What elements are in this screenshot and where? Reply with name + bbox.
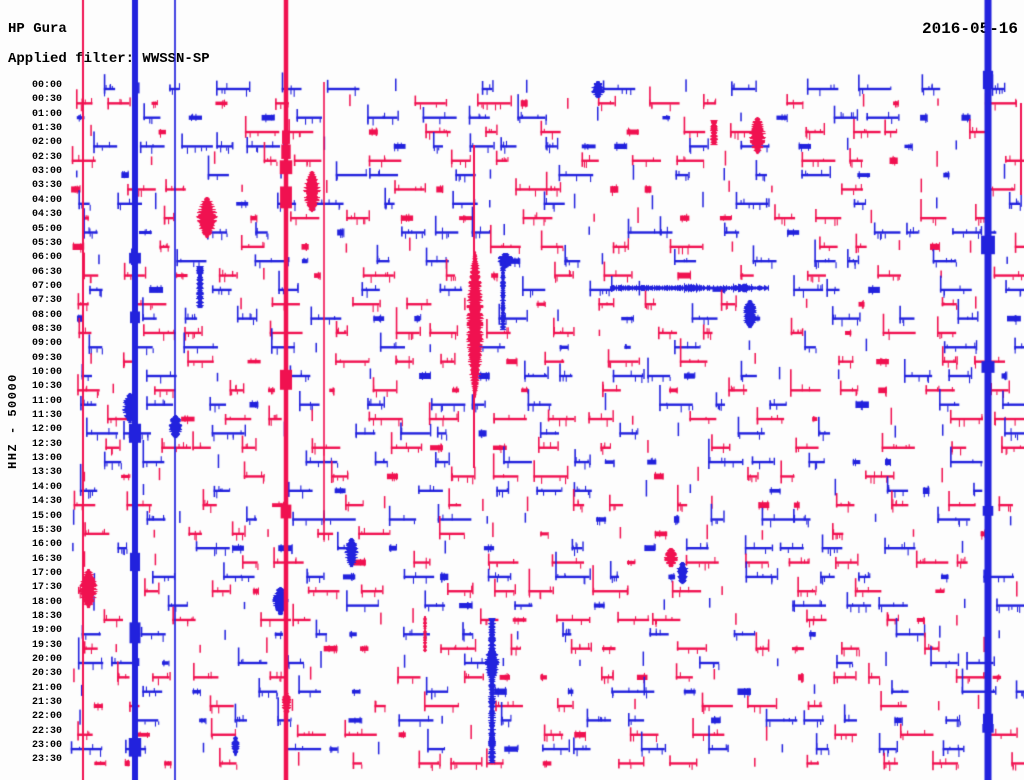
time-label: 21:30	[31, 697, 62, 709]
time-label: 02:30	[31, 151, 62, 163]
time-label: 19:00	[31, 625, 62, 637]
time-label: 14:30	[31, 496, 62, 508]
time-label: 13:00	[31, 453, 62, 465]
filter-label: Applied filter: WWSSN-SP	[8, 51, 210, 67]
time-label: 17:00	[31, 567, 62, 579]
time-label: 01:00	[31, 108, 62, 120]
time-label: 16:00	[31, 539, 62, 551]
time-label: 07:30	[31, 295, 62, 307]
date-label: 2016-05-16	[921, 20, 1018, 38]
time-label: 10:30	[31, 381, 62, 393]
time-label: 10:00	[31, 367, 62, 378]
time-label: 11:00	[31, 395, 62, 407]
time-label: 18:30	[31, 610, 62, 622]
time-label: 00:30	[31, 94, 62, 106]
time-label: 06:00	[31, 252, 62, 264]
time-label: 20:00	[31, 654, 62, 665]
time-label: 03:00	[31, 166, 62, 178]
time-label: 08:00	[31, 309, 62, 321]
time-label: 18:00	[31, 596, 62, 608]
time-label: 19:30	[31, 639, 62, 651]
time-label: 22:00	[31, 711, 62, 723]
time-label: 13:30	[31, 467, 62, 479]
time-label: 16:30	[31, 553, 62, 565]
time-label: 15:00	[31, 510, 62, 522]
time-label: 07:00	[31, 280, 62, 292]
time-label: 11:30	[31, 410, 62, 422]
time-label: 05:30	[31, 237, 62, 249]
time-label: 14:00	[31, 481, 62, 493]
time-label: 12:30	[31, 438, 62, 450]
time-label: 09:30	[31, 352, 62, 364]
time-label: 01:30	[31, 123, 62, 135]
time-label: 04:30	[31, 209, 62, 221]
time-label: 03:30	[31, 180, 62, 192]
time-label: 08:30	[31, 323, 62, 335]
time-label: 05:00	[31, 223, 62, 235]
time-label: 12:00	[31, 424, 62, 436]
time-label: 02:00	[31, 137, 62, 149]
time-label: 23:30	[31, 754, 62, 766]
time-label: 15:30	[31, 524, 62, 536]
time-label: 04:00	[31, 194, 62, 206]
time-label: 09:00	[31, 338, 62, 350]
time-label: 20:30	[31, 668, 62, 680]
time-label: 23:00	[31, 740, 62, 752]
time-label: 22:30	[31, 725, 62, 737]
time-label: 21:00	[31, 682, 62, 694]
time-label: 17:30	[31, 582, 62, 594]
station-name: HP Gura	[8, 21, 67, 37]
time-label: 00:00	[31, 80, 62, 91]
time-label: 06:30	[31, 266, 62, 278]
